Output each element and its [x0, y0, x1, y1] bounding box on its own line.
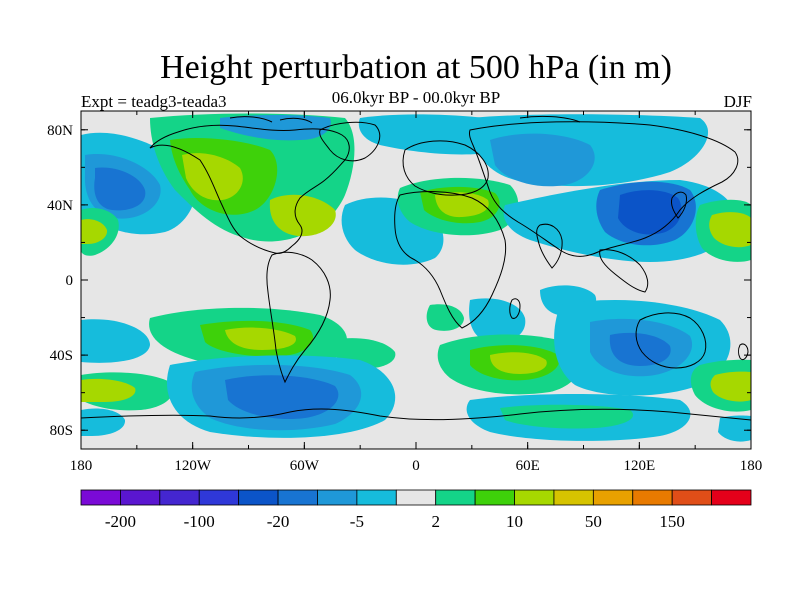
coastline-madagascar — [509, 298, 521, 319]
contour-darkblue-japan — [618, 190, 682, 235]
period-label: 06.0kyr BP - 00.0kyr BP — [331, 88, 501, 107]
contour-yellow-green-n-america — [182, 153, 243, 201]
experiment-label: Expt = teadg3-teada3 — [81, 92, 227, 111]
colorbar-label: -20 — [267, 512, 290, 531]
lat-tick-label: 40N — [47, 198, 73, 214]
colorbar-swatch — [592, 489, 634, 506]
map-title: Height perturbation at 500 hPa (in m) — [160, 49, 672, 86]
contour-yellow-green-n-atlantic — [269, 194, 336, 237]
contour-darkblue-southern-ocean — [225, 375, 339, 420]
coastline-arctic-islands — [229, 115, 581, 124]
colorbar-label: -200 — [105, 512, 136, 531]
colorbar-label: 150 — [659, 512, 685, 531]
colorbar-swatch — [514, 489, 555, 506]
contour-yellow-green-europe — [435, 192, 489, 218]
lat-tick-label: 80N — [47, 123, 73, 139]
colorbar-swatch — [159, 489, 200, 506]
coastline-south-america — [266, 251, 331, 384]
coastline-india — [536, 223, 563, 269]
contour-yellow-green-e-pacific — [81, 219, 108, 244]
colorbar-swatch — [553, 489, 594, 506]
contour-teal-antarctic-west — [81, 408, 126, 436]
coastline-asia — [469, 121, 739, 257]
coastline-antarctica — [81, 408, 751, 421]
lon-tick-label: 60E — [516, 458, 540, 474]
axis-labels: 180 120W 60W 0 60E 120E 180 80N 40N 0 40S 80S — [47, 123, 762, 474]
lon-tick-label: 60W — [290, 458, 320, 474]
coastline-australia — [635, 312, 707, 369]
season-label: DJF — [723, 92, 752, 111]
contour-yellow-green-s-pacific — [225, 327, 296, 350]
contour-yellow-green-s-pacific-east — [710, 371, 751, 402]
lon-tick-label: 120W — [174, 458, 212, 474]
colorbar-swatch — [671, 489, 712, 506]
lon-tick-label: 180 — [70, 458, 93, 474]
lat-tick-label: 0 — [66, 273, 74, 289]
colorbar: -200 -100 -20 -5 2 10 50 150 — [80, 489, 752, 531]
contour-green-tropical-atlantic — [426, 304, 464, 331]
colorbar-swatch — [120, 489, 161, 506]
colorbar-label: -100 — [184, 512, 215, 531]
contour-blue-siberia — [490, 133, 595, 187]
contour-darkblue-n-pacific — [94, 167, 146, 211]
colorbar-swatch — [80, 489, 121, 506]
lat-tick-label: 40S — [50, 348, 73, 364]
colorbar-swatch — [632, 489, 673, 506]
colorbar-swatch — [277, 489, 318, 506]
colorbar-swatch — [435, 489, 476, 506]
colorbar-swatch — [317, 489, 358, 506]
axis-ticks — [80, 111, 752, 449]
coastline-north-america — [149, 124, 350, 254]
lon-tick-label: 180 — [740, 458, 763, 474]
colorbar-swatch — [198, 489, 240, 506]
colorbar-label: 2 — [431, 512, 440, 531]
lon-tick-label: 0 — [412, 458, 420, 474]
contour-yellow-green-w-pacific — [709, 212, 751, 248]
contour-yellow-green-indian-ocean — [490, 352, 547, 374]
coastline-japan — [671, 191, 687, 219]
coastline-new-zealand — [738, 343, 749, 361]
contour-yellow-green-s-pacific-west-belt — [81, 378, 136, 402]
contour-green-antarctic-east — [500, 404, 634, 429]
contour-teal-antarctic-far-east — [718, 415, 751, 442]
contour-blue-arctic-canada — [220, 115, 331, 141]
coastline-greenland — [319, 121, 381, 162]
lon-tick-label: 120E — [623, 458, 655, 474]
coastlines — [81, 115, 751, 421]
colorbar-swatch — [238, 489, 279, 506]
colorbar-swatch — [474, 489, 515, 506]
colorbar-swatch — [711, 489, 752, 506]
colorbar-label: 50 — [585, 512, 602, 531]
coastline-africa — [394, 191, 507, 329]
lat-tick-label: 80S — [50, 423, 73, 439]
colorbar-swatch — [395, 489, 437, 506]
coastline-se-asia — [599, 249, 649, 293]
coastline-europe — [402, 140, 489, 196]
height-perturbation-field — [81, 113, 751, 442]
colorbar-label: 10 — [506, 512, 523, 531]
colorbar-swatch — [356, 489, 397, 506]
colorbar-label: -5 — [350, 512, 364, 531]
contour-teal-s-pacific-west — [81, 319, 150, 363]
